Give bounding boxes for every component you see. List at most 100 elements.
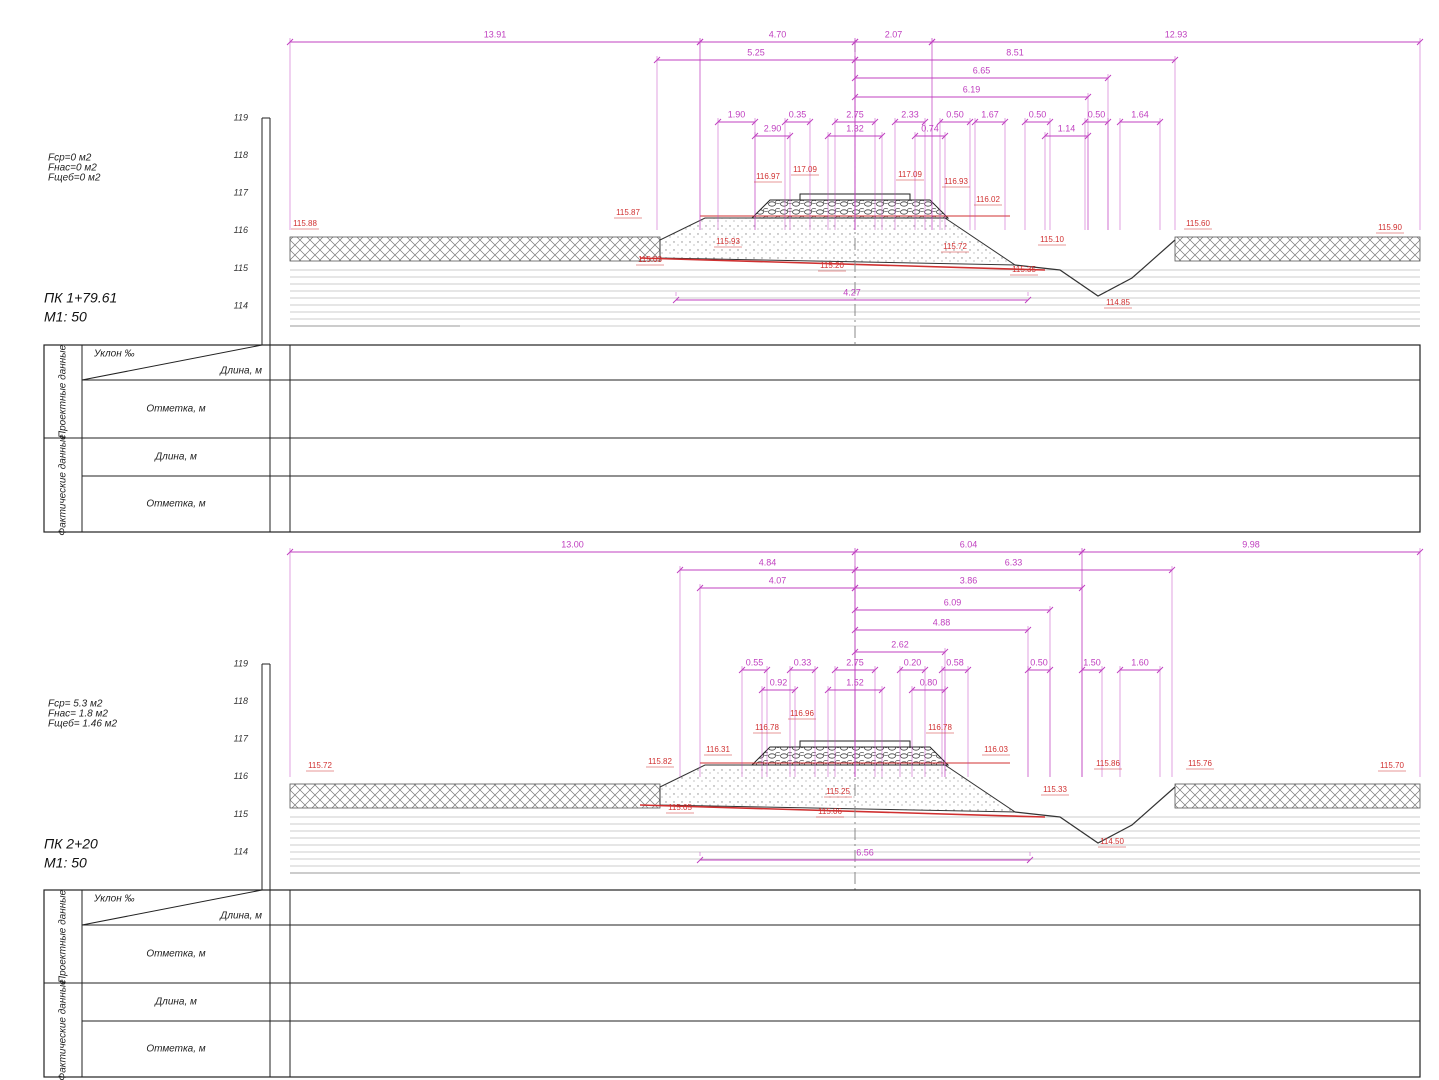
elevation-mark: 117.09 xyxy=(898,170,922,179)
dim-label: 0.50 xyxy=(1029,109,1047,119)
elevation-mark: 115.35 xyxy=(1012,265,1036,274)
dim-label: 1.32 xyxy=(846,123,864,133)
elevation-label: 117 xyxy=(234,734,249,744)
elevation-mark: 115.10 xyxy=(1040,235,1064,244)
elevation-mark: 115.60 xyxy=(1186,219,1210,228)
elevation-mark: 116.31 xyxy=(706,745,730,754)
dim-label: 0.80 xyxy=(920,677,938,687)
ballast xyxy=(752,200,948,218)
elevation-mark: 116.78 xyxy=(755,723,779,732)
dim-label: 1.50 xyxy=(1083,657,1101,667)
ground-hatch xyxy=(1175,784,1420,808)
table-slope: Уклон ‰ xyxy=(93,349,134,360)
elevation-label: 118 xyxy=(234,150,248,160)
dim-label: 4.88 xyxy=(933,617,951,627)
table-group: Фактические данные xyxy=(58,979,69,1080)
dim-label: 1.64 xyxy=(1131,109,1149,119)
dim-label: 0.55 xyxy=(746,657,764,667)
dim-label: 6.04 xyxy=(960,539,978,549)
elevation-mark: 115.05 xyxy=(668,803,692,812)
dim-label: 4.84 xyxy=(759,557,777,567)
elevation-mark: 115.82 xyxy=(648,757,672,766)
elevation-label: 119 xyxy=(234,112,248,122)
dim-label: 0.58 xyxy=(946,657,964,667)
elevation-label: 114 xyxy=(234,300,248,310)
elevation-mark: 115.06 xyxy=(818,807,842,816)
dim-label: 0.92 xyxy=(770,677,788,687)
elevation-mark: 115.20 xyxy=(820,261,844,270)
elevation-label: 114 xyxy=(234,846,248,856)
elevation-mark: 115.76 xyxy=(1188,759,1212,768)
dim-label: 13.00 xyxy=(561,539,584,549)
elevation-mark: 116.96 xyxy=(790,709,814,718)
dim-label: 9.98 xyxy=(1242,539,1260,549)
table-group: Проектные данные xyxy=(58,344,69,438)
elevation-label: 116 xyxy=(234,225,248,235)
dim-label: 4.07 xyxy=(769,575,787,585)
dim-label: 2.07 xyxy=(885,29,903,39)
dim-label: 1.52 xyxy=(846,677,864,687)
ground-hatch xyxy=(290,784,660,808)
table-label: Длина, м xyxy=(219,366,262,377)
dim-label: 2.62 xyxy=(891,639,909,649)
elevation-mark: 115.03 xyxy=(638,255,662,264)
dim-label: 0.20 xyxy=(904,657,922,667)
elevation-mark: 115.87 xyxy=(616,208,640,217)
elevation-label: 118 xyxy=(234,696,248,706)
elevation-mark: 115.86 xyxy=(1096,759,1120,768)
elevation-mark: 116.02 xyxy=(976,195,1000,204)
dim-label: 3.86 xyxy=(960,575,978,585)
dim-label: 1.90 xyxy=(728,109,746,119)
elevation-mark: 115.70 xyxy=(1380,761,1404,770)
table-label: Длина, м xyxy=(154,997,197,1008)
elevation-mark: 115.90 xyxy=(1378,223,1402,232)
dim-label: 0.74 xyxy=(921,123,939,133)
ground-hatch xyxy=(290,237,660,261)
elevation-mark: 115.72 xyxy=(308,761,332,770)
table-label: Отметка, м xyxy=(146,949,205,960)
table-group: Проектные данные xyxy=(58,889,69,983)
elevation-mark: 114.50 xyxy=(1100,837,1124,846)
dim-label: 13.91 xyxy=(484,29,507,39)
dim-label: 1.60 xyxy=(1131,657,1149,667)
dim-label: 2.90 xyxy=(764,123,782,133)
dim-label: 0.50 xyxy=(1088,109,1106,119)
table-label: Отметка, м xyxy=(146,499,205,510)
elevation-mark: 115.88 xyxy=(293,219,317,228)
dim-label: 0.50 xyxy=(1030,657,1048,667)
dim-label: 6.56 xyxy=(856,847,874,857)
section-title: ПК 1+79.61 xyxy=(44,290,117,306)
dim-label: 6.65 xyxy=(973,65,991,75)
elevation-label: 115 xyxy=(234,263,249,273)
dim-label: 2.75 xyxy=(846,109,864,119)
dim-label: 0.50 xyxy=(946,109,964,119)
dim-label: 1.14 xyxy=(1058,123,1076,133)
elevation-label: 117 xyxy=(234,188,249,198)
ballast xyxy=(752,747,948,765)
dim-label: 12.93 xyxy=(1165,29,1188,39)
section-title: ПК 2+20 xyxy=(44,836,98,852)
table-label: Длина, м xyxy=(219,911,262,922)
elevation-mark: 117.09 xyxy=(793,165,817,174)
dim-label: 4.70 xyxy=(769,29,787,39)
table-label: Длина, м xyxy=(154,452,197,463)
elevation-mark: 115.25 xyxy=(826,787,850,796)
table-label: Отметка, м xyxy=(146,404,205,415)
dim-label: 4.27 xyxy=(843,287,861,297)
elevation-mark: 114.85 xyxy=(1106,298,1130,307)
table-label: Отметка, м xyxy=(146,1044,205,1055)
dim-label: 8.51 xyxy=(1006,47,1024,57)
ground-hatch xyxy=(1175,237,1420,261)
dim-label: 2.33 xyxy=(901,109,919,119)
elevation-mark: 116.78 xyxy=(928,723,952,732)
dim-label: 1.67 xyxy=(981,109,999,119)
elevation-mark: 116.97 xyxy=(756,172,780,181)
elevation-mark: 116.93 xyxy=(944,177,968,186)
dim-label: 0.33 xyxy=(794,657,812,667)
elevation-mark: 115.93 xyxy=(716,237,740,246)
dim-label: 2.75 xyxy=(846,657,864,667)
section-scale: М1: 50 xyxy=(44,309,87,325)
dim-label: 5.25 xyxy=(747,47,765,57)
elevation-label: 116 xyxy=(234,771,248,781)
dim-label: 0.35 xyxy=(789,109,807,119)
